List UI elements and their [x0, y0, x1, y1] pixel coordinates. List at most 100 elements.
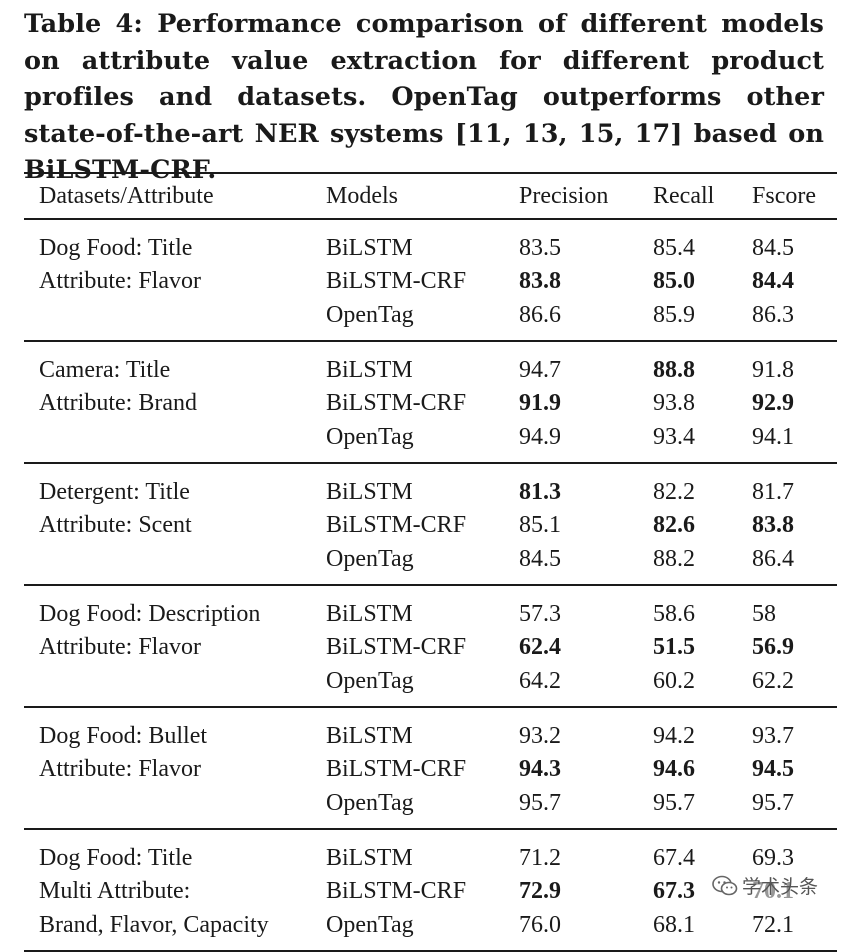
precision-value: 62.4 — [519, 634, 561, 660]
recall-value: 67.4 — [653, 844, 695, 871]
model-name: OpenTag — [326, 789, 414, 816]
dataset-group: Dog Food: Bullet Attribute: Flavor BiLSTM 9… — [24, 708, 837, 829]
model-name: BiLSTM — [326, 844, 413, 871]
dataset-label: Attribute: Scent — [39, 512, 192, 538]
precision-value: 94.3 — [519, 756, 561, 782]
precision-value: 71.2 — [519, 844, 561, 871]
recall-value: 82.2 — [653, 478, 695, 505]
caption-label: Table 4: — [24, 9, 143, 39]
recall-value: 95.7 — [653, 789, 695, 816]
precision-value: 81.3 — [519, 478, 561, 505]
fscore-value: 94.1 — [752, 423, 794, 450]
model-name: BiLSTM-CRF — [326, 878, 467, 904]
group-rule — [24, 340, 837, 342]
dataset-label: Attribute: Flavor — [39, 268, 201, 294]
dataset-group: Dog Food: Title Attribute: Flavor BiLSTM 83… — [24, 220, 837, 341]
caption-text: Performance comparison of different mode… — [24, 9, 824, 185]
model-name: BiLSTM-CRF — [326, 390, 467, 416]
recall-value: 67.3 — [653, 878, 695, 904]
precision-value: 94.9 — [519, 423, 561, 450]
group-rule — [24, 706, 837, 708]
fscore-value: 86.3 — [752, 301, 794, 328]
recall-value: 85.0 — [653, 268, 695, 294]
precision-value: 57.3 — [519, 600, 561, 627]
fscore-value: 69.3 — [752, 844, 794, 871]
precision-value: 83.5 — [519, 234, 561, 261]
group-rule — [24, 462, 837, 464]
recall-value: 88.8 — [653, 356, 695, 383]
group-rule — [24, 218, 837, 220]
watermark-text: 学术头条 — [742, 876, 819, 898]
fscore-value: 62.2 — [752, 667, 794, 694]
precision-value: 83.8 — [519, 268, 561, 294]
fscore-value: 93.7 — [752, 722, 794, 749]
precision-value: 93.2 — [519, 722, 561, 749]
header-recall: Recall — [653, 183, 715, 209]
fscore-value: 72.1 — [752, 911, 794, 938]
precision-value: 86.6 — [519, 301, 561, 328]
dataset-label: Attribute: Flavor — [39, 634, 201, 660]
recall-value: 94.6 — [653, 756, 695, 782]
fscore-value: 81.7 — [752, 478, 794, 505]
recall-value: 85.4 — [653, 234, 695, 261]
fscore-value: 84.4 — [752, 268, 794, 294]
recall-value: 93.8 — [653, 390, 695, 416]
model-name: OpenTag — [326, 667, 414, 694]
model-name: BiLSTM-CRF — [326, 512, 467, 538]
precision-value: 94.7 — [519, 356, 561, 383]
fscore-value: 83.8 — [752, 512, 794, 538]
header-datasets: Datasets/Attribute — [39, 183, 214, 209]
precision-value: 85.1 — [519, 512, 561, 538]
top-rule — [24, 172, 837, 174]
fscore-value: 58 — [752, 600, 776, 627]
recall-value: 68.1 — [653, 911, 695, 938]
group-rule — [24, 584, 837, 586]
model-name: BiLSTM-CRF — [326, 268, 467, 294]
group-rule — [24, 828, 837, 830]
table-header-row: Datasets/Attribute Models Precision Reca… — [24, 174, 837, 218]
dataset-group: Dog Food: Description Attribute: Flavor Bi… — [24, 586, 837, 707]
header-precision: Precision — [519, 183, 609, 209]
precision-value: 72.9 — [519, 878, 561, 904]
fscore-value: 94.5 — [752, 756, 794, 782]
recall-value: 85.9 — [653, 301, 695, 328]
model-name: BiLSTM-CRF — [326, 756, 467, 782]
dataset-label: Detergent: Title — [39, 478, 190, 505]
recall-value: 94.2 — [653, 722, 695, 749]
fscore-value: 86.4 — [752, 545, 794, 572]
model-name: BiLSTM — [326, 478, 413, 505]
fscore-value: 84.5 — [752, 234, 794, 261]
precision-value: 95.7 — [519, 789, 561, 816]
recall-value: 93.4 — [653, 423, 695, 450]
model-name: BiLSTM — [326, 600, 413, 627]
header-models: Models — [326, 183, 398, 209]
precision-value: 84.5 — [519, 545, 561, 572]
dataset-label: Dog Food: Title — [39, 234, 193, 261]
model-name: BiLSTM — [326, 722, 413, 749]
table-caption: Table 4: Performance comparison of diffe… — [24, 6, 824, 189]
header-fscore: Fscore — [752, 183, 816, 209]
dataset-label: Attribute: Flavor — [39, 756, 201, 782]
dataset-label: Dog Food: Description — [39, 600, 261, 627]
watermark: 学术头条 — [708, 870, 823, 901]
model-name: OpenTag — [326, 911, 414, 938]
dataset-label: Attribute: Brand — [39, 390, 197, 416]
dataset-label: Dog Food: Title — [39, 844, 193, 871]
recall-value: 58.6 — [653, 600, 695, 627]
fscore-value: 95.7 — [752, 789, 794, 816]
fscore-value: 56.9 — [752, 634, 794, 660]
fscore-value: 92.9 — [752, 390, 794, 416]
fscore-value: 91.8 — [752, 356, 794, 383]
dataset-label: Dog Food: Bullet — [39, 722, 208, 749]
recall-value: 51.5 — [653, 634, 695, 660]
precision-value: 91.9 — [519, 390, 561, 416]
model-name: BiLSTM-CRF — [326, 634, 467, 660]
model-name: OpenTag — [326, 545, 414, 572]
results-table: Datasets/Attribute Models Precision Reca… — [24, 172, 837, 952]
dataset-label: Brand, Flavor, Capacity — [39, 911, 269, 938]
model-name: OpenTag — [326, 301, 414, 328]
model-name: BiLSTM — [326, 234, 413, 261]
recall-value: 60.2 — [653, 667, 695, 694]
table-body: Dog Food: Title Attribute: Flavor BiLSTM 83… — [24, 218, 837, 952]
precision-value: 64.2 — [519, 667, 561, 694]
